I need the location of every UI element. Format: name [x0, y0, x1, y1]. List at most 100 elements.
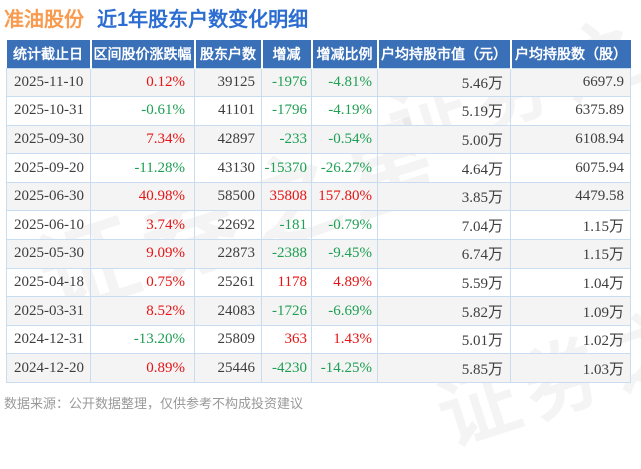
cell-avg-shares: 1.15万: [510, 239, 631, 269]
stock-name: 准油股份: [4, 9, 84, 31]
table-row: 2025-03-31 8.52% 24083 -1726 -6.69% 5.82万 1.09…: [6, 296, 631, 326]
cell-delta: 363: [261, 324, 312, 355]
cell-avg-market-value: 5.01万: [377, 324, 511, 355]
cell-date: 2025-04-18: [6, 267, 91, 298]
cell-avg-market-value: 5.19万: [377, 96, 511, 126]
cell-range-change-pct: -0.61%: [90, 96, 195, 126]
cell-date: 2025-09-20: [6, 153, 91, 183]
cell-holders: 25261: [194, 267, 262, 298]
cell-avg-shares: 4479.58: [510, 181, 631, 212]
cell-date: 2024-12-20: [6, 353, 91, 384]
cell-range-change-pct: 8.52%: [90, 296, 195, 326]
column-header-0: 统计截止日: [6, 40, 91, 68]
cell-delta-pct: -9.45%: [311, 239, 378, 269]
cell-delta-pct: 4.89%: [311, 267, 378, 298]
cell-avg-market-value: 5.00万: [377, 124, 511, 155]
cell-delta-pct: -0.79%: [311, 210, 378, 241]
cell-holders: 25446: [194, 353, 262, 384]
cell-delta: -2388: [261, 239, 312, 269]
cell-range-change-pct: 7.34%: [90, 124, 195, 155]
cell-delta: -1726: [261, 296, 312, 326]
table-header-row: 统计截止日 区间股价涨跌幅 股东户数 增减 增减比例 户均持股市值（元） 户均持股数（股）: [6, 40, 631, 68]
cell-delta-pct: -4.81%: [311, 67, 378, 98]
page-title: 准油股份 近1年股东户数变化明细: [4, 3, 308, 32]
cell-date: 2025-05-30: [6, 239, 91, 269]
cell-delta-pct: -26.27%: [311, 153, 378, 183]
cell-delta-pct: -14.25%: [311, 353, 378, 384]
cell-holders: 22692: [194, 210, 262, 241]
cell-avg-shares: 1.09万: [510, 296, 631, 326]
cell-range-change-pct: 0.12%: [90, 67, 195, 98]
table-row: 2024-12-20 0.89% 25446 -4230 -14.25% 5.85万 1.0…: [6, 353, 631, 384]
cell-avg-market-value: 5.82万: [377, 296, 511, 326]
cell-avg-shares: 1.03万: [510, 353, 631, 384]
table-row: 2025-06-30 40.98% 58500 35808 157.80% 3.85万 44…: [6, 181, 631, 212]
cell-avg-market-value: 5.85万: [377, 353, 511, 384]
cell-holders: 58500: [194, 181, 262, 212]
data-source-note: 数据来源：公开数据整理，仅供参考不构成投资建议: [4, 396, 304, 411]
cell-date: 2025-06-30: [6, 181, 91, 212]
table-row: 2024-12-31 -13.20% 25809 363 1.43% 5.01万 1.02万: [6, 324, 631, 355]
cell-holders: 39125: [194, 67, 262, 98]
cell-avg-market-value: 4.64万: [377, 153, 511, 183]
cell-date: 2025-11-10: [6, 67, 91, 98]
table-header: 统计截止日 区间股价涨跌幅 股东户数 增减 增减比例 户均持股市值（元） 户均持股数（股）: [6, 40, 631, 68]
cell-avg-shares: 6075.94: [510, 153, 631, 183]
cell-date: 2025-10-31: [6, 96, 91, 126]
cell-range-change-pct: 0.75%: [90, 267, 195, 298]
cell-avg-shares: 6108.94: [510, 124, 631, 155]
column-header-4: 增减比例: [310, 40, 378, 68]
cell-range-change-pct: 40.98%: [90, 181, 195, 212]
column-header-6: 户均持股数（股）: [509, 40, 631, 68]
cell-delta-pct: -6.69%: [311, 296, 378, 326]
table-body: 2025-11-10 0.12% 39125 -1976 -4.81% 5.46万 6697…: [6, 67, 631, 384]
table-row: 2025-09-20 -11.28% 43130 -15370 -26.27% 4.64万…: [6, 153, 631, 183]
cell-delta: 1178: [261, 267, 312, 298]
table-row: 2025-11-10 0.12% 39125 -1976 -4.81% 5.46万 6697…: [6, 67, 631, 98]
cell-range-change-pct: -13.20%: [90, 324, 195, 355]
cell-avg-shares: 1.15万: [510, 210, 631, 241]
cell-avg-shares: 1.02万: [510, 324, 631, 355]
cell-delta-pct: -0.54%: [311, 124, 378, 155]
table-row: 2025-05-30 9.09% 22873 -2388 -9.45% 6.74万 1.15…: [6, 239, 631, 269]
cell-delta: -233: [261, 124, 312, 155]
cell-holders: 41101: [194, 96, 262, 126]
cell-delta: -181: [261, 210, 312, 241]
column-header-5: 户均持股市值（元）: [376, 40, 511, 68]
cell-avg-market-value: 5.46万: [377, 67, 511, 98]
cell-date: 2025-03-31: [6, 296, 91, 326]
cell-range-change-pct: 9.09%: [90, 239, 195, 269]
cell-avg-market-value: 6.74万: [377, 239, 511, 269]
cell-delta-pct: 1.43%: [311, 324, 378, 355]
column-header-3: 增减: [260, 40, 312, 68]
cell-delta: -4230: [261, 353, 312, 384]
cell-range-change-pct: -11.28%: [90, 153, 195, 183]
cell-holders: 24083: [194, 296, 262, 326]
cell-avg-shares: 1.04万: [510, 267, 631, 298]
shareholder-count-table: 统计截止日 区间股价涨跌幅 股东户数 增减 增减比例 户均持股市值（元） 户均持股数（股） …: [6, 40, 631, 384]
column-header-1: 区间股价涨跌幅: [89, 40, 195, 68]
cell-delta: -15370: [261, 153, 312, 183]
cell-holders: 43130: [194, 153, 262, 183]
cell-avg-market-value: 3.85万: [377, 181, 511, 212]
table-row: 2025-09-30 7.34% 42897 -233 -0.54% 5.00万 6108.…: [6, 124, 631, 155]
cell-delta: 35808: [261, 181, 312, 212]
cell-avg-shares: 6697.9: [510, 67, 631, 98]
cell-delta-pct: -4.19%: [311, 96, 378, 126]
cell-date: 2025-09-30: [6, 124, 91, 155]
cell-avg-market-value: 7.04万: [377, 210, 511, 241]
table-row: 2025-04-18 0.75% 25261 1178 4.89% 5.59万 1.04万: [6, 267, 631, 298]
cell-delta: -1796: [261, 96, 312, 126]
cell-holders: 42897: [194, 124, 262, 155]
report-title: 近1年股东户数变化明细: [97, 9, 309, 31]
cell-avg-market-value: 5.59万: [377, 267, 511, 298]
cell-range-change-pct: 0.89%: [90, 353, 195, 384]
cell-date: 2024-12-31: [6, 324, 91, 355]
table-row: 2025-06-10 3.74% 22692 -181 -0.79% 7.04万 1.15万: [6, 210, 631, 241]
cell-delta-pct: 157.80%: [311, 181, 378, 212]
cell-avg-shares: 6375.89: [510, 96, 631, 126]
cell-range-change-pct: 3.74%: [90, 210, 195, 241]
cell-date: 2025-06-10: [6, 210, 91, 241]
cell-holders: 25809: [194, 324, 262, 355]
table-row: 2025-10-31 -0.61% 41101 -1796 -4.19% 5.19万 637…: [6, 96, 631, 126]
